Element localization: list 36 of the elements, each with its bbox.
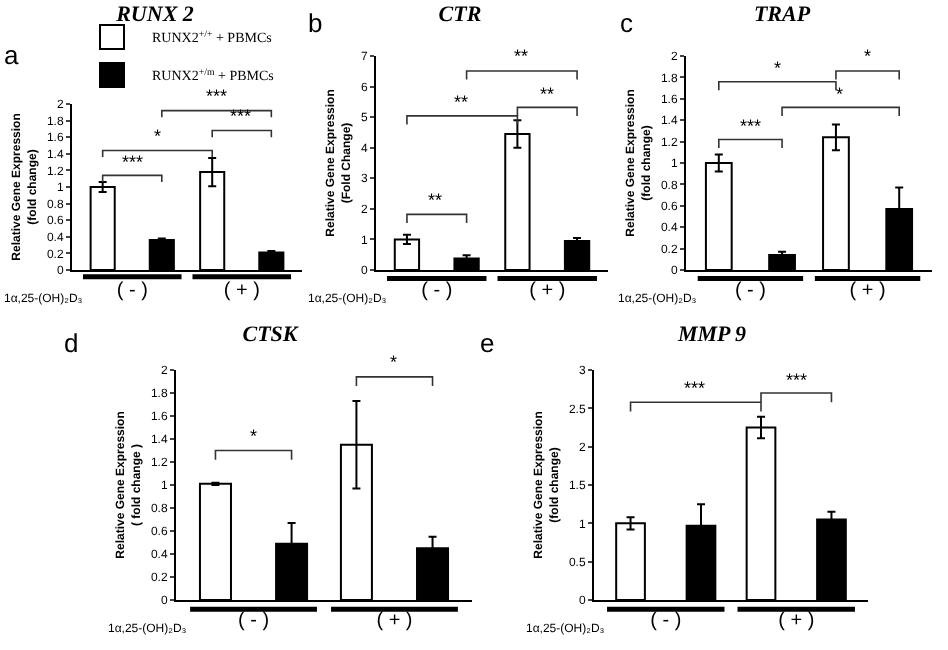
annotation: **: [454, 92, 469, 112]
text: e: [480, 328, 495, 358]
annotation: **: [540, 84, 555, 104]
x-tick-label: ( - ): [650, 610, 682, 632]
x-tick-label: ( - ): [734, 280, 766, 302]
chart-title: MMP 9: [675, 323, 748, 348]
annotation: ***: [786, 370, 809, 390]
annotation: ***: [740, 116, 763, 136]
text: b: [308, 8, 323, 38]
x-tick-label: ( + ): [849, 280, 886, 302]
annotation: ***: [684, 378, 707, 398]
annotation: **: [428, 190, 443, 210]
text: d: [64, 328, 79, 358]
annotation: **: [514, 46, 529, 66]
chart-title: TRAP: [753, 3, 811, 28]
annotation: *: [390, 352, 398, 372]
annotation: ***: [206, 86, 229, 106]
annotation: *: [836, 84, 844, 104]
text: c: [620, 8, 634, 38]
x-tick-label: ( + ): [376, 610, 413, 632]
chart-title: RUNX 2: [114, 3, 195, 28]
x-tick-label: ( - ): [237, 610, 270, 632]
annotation: *: [154, 126, 162, 146]
x-tick-label: ( + ): [223, 280, 260, 302]
annotation: *: [774, 58, 782, 78]
chart-title: CTSK: [242, 323, 299, 348]
x-tick-label: ( - ): [421, 280, 453, 302]
x-tick-label: ( - ): [116, 280, 148, 302]
annotation: ***: [122, 152, 145, 172]
annotation: *: [864, 46, 872, 66]
text: a: [4, 40, 20, 70]
x-tick-label: ( + ): [778, 610, 815, 632]
chart-title: CTR: [438, 3, 482, 28]
annotation: ***: [230, 106, 253, 126]
x-tick-label: ( + ): [529, 280, 566, 302]
annotation: *: [250, 426, 258, 446]
